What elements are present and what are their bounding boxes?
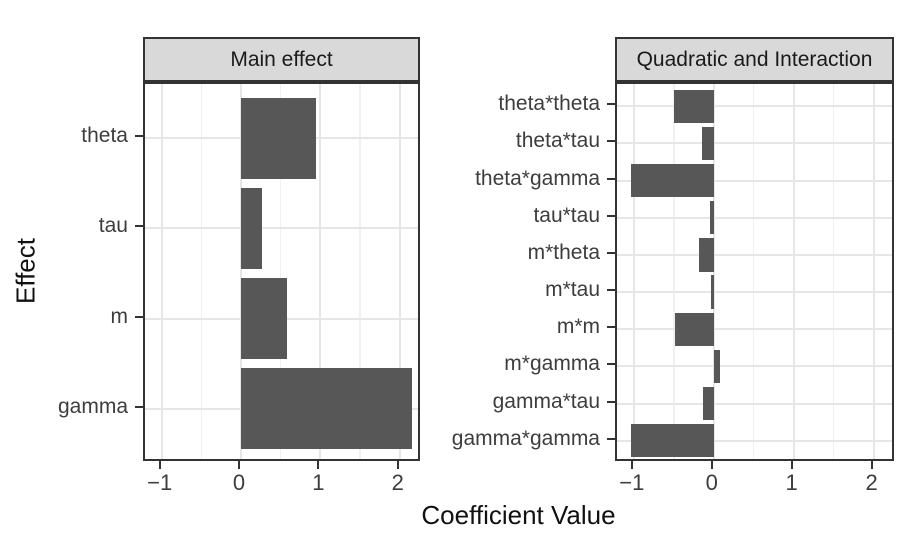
grid-major-hline xyxy=(617,216,892,219)
y-tick-mark xyxy=(135,315,143,318)
y-tick-label: theta*gamma xyxy=(475,166,600,190)
y-tick-mark xyxy=(607,103,615,106)
x-tick-mark xyxy=(317,461,320,469)
grid-major-hline xyxy=(617,402,892,405)
y-tick-mark xyxy=(607,400,615,403)
grid-minor-vline xyxy=(673,84,675,459)
y-tick-mark xyxy=(607,251,615,254)
y-tick-label: m*tau xyxy=(545,278,600,302)
y-tick-label: m*theta xyxy=(527,240,600,264)
grid-minor-vline xyxy=(200,84,203,459)
y-tick-mark xyxy=(607,363,615,366)
bar-m*m xyxy=(675,312,714,346)
x-tick-label: 0 xyxy=(232,470,246,495)
y-tick-label: tau*tau xyxy=(533,203,600,227)
grid-major-hline xyxy=(617,291,892,294)
y-tick-mark xyxy=(607,140,615,143)
y-tick-label: gamma xyxy=(57,394,128,418)
panel-quadratic-interaction xyxy=(615,82,894,461)
y-tick-label: m*gamma xyxy=(504,352,600,376)
y-tick-label: m xyxy=(110,304,129,328)
grid-major-hline xyxy=(617,105,892,108)
x-tick-mark xyxy=(238,461,241,469)
y-tick-mark xyxy=(135,405,143,408)
x-tick-label: 1 xyxy=(785,470,798,495)
y-tick-mark xyxy=(607,214,615,217)
grid-major-hline xyxy=(617,439,892,442)
x-tick-label: 1 xyxy=(312,470,325,495)
bar-theta*theta xyxy=(673,89,714,123)
panel-main-effect xyxy=(143,82,420,461)
x-tick-mark xyxy=(396,461,399,469)
y-tick-mark xyxy=(607,289,615,292)
bar-gamma xyxy=(241,368,412,450)
grid-minor-vline xyxy=(279,84,282,459)
bar-theta xyxy=(241,97,317,179)
bar-tau*tau xyxy=(709,201,714,235)
x-tick-mark xyxy=(790,461,793,469)
bar-gamma*tau xyxy=(703,386,714,421)
grid-minor-vline xyxy=(359,84,361,459)
grid-major-vline xyxy=(398,84,401,459)
grid-minor-vline xyxy=(752,84,755,459)
grid-major-vline xyxy=(160,84,163,459)
grid-major-vline xyxy=(712,84,715,459)
grid-major-vline xyxy=(792,84,795,459)
x-tick-label: −1 xyxy=(147,470,173,495)
grid-major-hline xyxy=(145,227,418,230)
x-axis-title: Coefficient Value xyxy=(421,500,616,530)
y-tick-label: theta xyxy=(81,124,128,148)
grid-major-hline xyxy=(617,142,892,145)
y-tick-mark xyxy=(607,326,615,329)
x-tick-label: −1 xyxy=(619,470,645,495)
y-tick-mark xyxy=(607,177,615,180)
y-axis-title: Effect xyxy=(10,237,41,305)
x-tick-mark xyxy=(870,461,873,469)
y-tick-mark xyxy=(135,225,143,228)
bar-tau xyxy=(241,187,262,269)
bar-m*gamma xyxy=(713,349,721,384)
grid-major-hline xyxy=(617,328,892,331)
facet-strip-main-effect: Main effect xyxy=(143,37,420,82)
bar-gamma*gamma xyxy=(630,423,714,458)
grid-major-hline xyxy=(617,253,892,256)
grid-major-vline xyxy=(632,84,635,459)
facet-strip-label: Main effect xyxy=(230,47,333,71)
bar-m*tau xyxy=(710,275,714,309)
x-tick-label: 2 xyxy=(865,470,878,495)
x-tick-label: 0 xyxy=(705,470,718,495)
bar-theta*gamma xyxy=(630,163,714,198)
y-tick-label: theta*tau xyxy=(515,129,600,153)
grid-major-hline xyxy=(617,179,892,182)
y-tick-label: theta*theta xyxy=(498,92,600,116)
grid-major-vline xyxy=(872,84,875,459)
facet-strip-quadratic-interaction: Quadratic and Interaction xyxy=(615,37,894,82)
grid-major-hline xyxy=(617,365,892,368)
x-tick-mark xyxy=(158,461,161,469)
grid-major-vline xyxy=(240,84,243,459)
y-tick-label: tau xyxy=(98,214,128,238)
y-tick-label: gamma*tau xyxy=(492,389,600,413)
bar-theta*tau xyxy=(701,126,714,161)
facet-strip-label: Quadratic and Interaction xyxy=(636,47,873,71)
y-tick-label: gamma*gamma xyxy=(451,426,600,450)
x-tick-label: 2 xyxy=(391,470,404,495)
x-tick-mark xyxy=(630,461,633,469)
y-tick-mark xyxy=(607,437,615,440)
y-tick-mark xyxy=(135,135,143,138)
bar-m*theta xyxy=(698,238,714,272)
grid-major-vline xyxy=(319,84,322,459)
grid-minor-vline xyxy=(832,84,835,459)
y-tick-label: m*m xyxy=(556,315,600,339)
x-tick-mark xyxy=(710,461,713,469)
bar-m xyxy=(241,278,288,360)
